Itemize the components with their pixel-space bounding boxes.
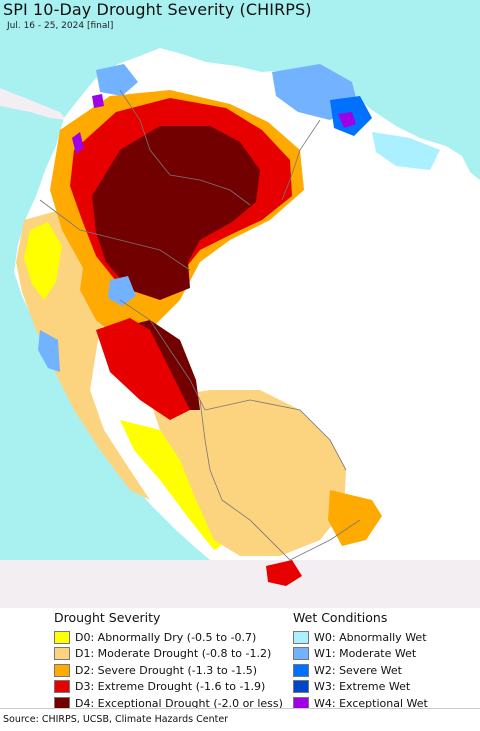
legend-label-d2: D2: Severe Drought (-1.3 to -1.5) [75, 663, 258, 677]
map-title: SPI 10-Day Drought Severity (CHIRPS) [3, 0, 312, 19]
legend-label-d4: D4: Exceptional Drought (-2.0 or less) [75, 696, 283, 710]
d0-andes-south [120, 420, 230, 550]
legend-item-d1: D1: Moderate Drought (-0.8 to -1.2) [54, 646, 283, 663]
d3-amazon-south [96, 318, 190, 420]
legend-label-w1: W1: Moderate Wet [314, 647, 417, 661]
legend-swatch-d1 [54, 647, 70, 661]
w1-colombia-north [96, 64, 138, 96]
border-colombia-venezuela [119, 89, 251, 206]
border-bolivia-south [221, 499, 361, 561]
legend-swatch-w2 [293, 663, 309, 677]
border-bolivia-brazil [204, 399, 347, 471]
border-venezuela-guyana [281, 119, 321, 201]
legend-label-d3: D3: Extreme Drought (-1.6 to -1.9) [75, 680, 266, 694]
w4-colombia-spot [92, 94, 104, 108]
drought-legend: Drought Severity D0: Abnormally Dry (-0.… [54, 610, 283, 712]
legend-item-w3: W3: Extreme Wet [293, 679, 428, 696]
legend-swatch-w3 [293, 680, 309, 694]
d0-west-coast [24, 222, 62, 300]
legend-swatch-w1 [293, 647, 309, 661]
legend-item-w2: W2: Severe Wet [293, 662, 428, 679]
outside-land-south [0, 560, 480, 608]
legend-label-w4: W4: Exceptional Wet [314, 696, 428, 710]
legend-item-d2: D2: Severe Drought (-1.3 to -1.5) [54, 662, 283, 679]
wet-legend-heading: Wet Conditions [293, 610, 388, 625]
legend-swatch-w0 [293, 630, 309, 644]
legend-label-w2: W2: Severe Wet [314, 663, 402, 677]
w4-guyana-spot [338, 112, 356, 128]
legend: Drought Severity D0: Abnormally Dry (-0.… [0, 608, 480, 710]
legend-swatch-d0 [54, 630, 70, 644]
legend-label-w3: W3: Extreme Wet [314, 680, 411, 694]
legend-item-w0: W0: Abnormally Wet [293, 629, 428, 646]
w1-andes-central [108, 276, 136, 306]
map-subtitle: Jul. 16 - 25, 2024 [final] [7, 21, 114, 31]
d1-bolivia [150, 390, 346, 556]
source-credit: Source: CHIRPS, UCSB, Climate Hazards Ce… [3, 714, 229, 725]
legend-item-w4: W4: Exceptional Wet [293, 695, 428, 712]
w0-guianas [372, 132, 440, 170]
legend-swatch-d3 [54, 680, 70, 694]
country-borders [39, 89, 361, 561]
wet-legend: Wet Conditions W0: Abnormally Wet W1: Mo… [293, 610, 428, 712]
legend-item-d0: D0: Abnormally Dry (-0.5 to -0.7) [54, 629, 283, 646]
legend-item-w1: W1: Moderate Wet [293, 646, 428, 663]
d4-core [92, 126, 260, 300]
border-peru-bolivia [199, 399, 223, 501]
outside-land-central-america [0, 88, 66, 120]
drought-map [0, 0, 480, 608]
legend-label-d1: D1: Moderate Drought (-0.8 to -1.2) [75, 647, 272, 661]
d3-chaco-south [266, 560, 302, 586]
legend-item-d4: D4: Exceptional Drought (-2.0 or less) [54, 695, 283, 712]
legend-swatch-d2 [54, 663, 70, 677]
legend-label-d0: D0: Abnormally Dry (-0.5 to -0.7) [75, 630, 257, 644]
border-peru-brazil [119, 299, 206, 411]
footer: Source: CHIRPS, UCSB, Climate Hazards Ce… [0, 708, 480, 731]
legend-label-w0: W0: Abnormally Wet [314, 630, 427, 644]
w4-panama-spot [72, 132, 84, 154]
drought-legend-heading: Drought Severity [54, 610, 161, 625]
legend-item-d3: D3: Extreme Drought (-1.6 to -1.9) [54, 679, 283, 696]
border-colombia-peru [39, 199, 191, 271]
w1-west-coast [38, 330, 60, 372]
